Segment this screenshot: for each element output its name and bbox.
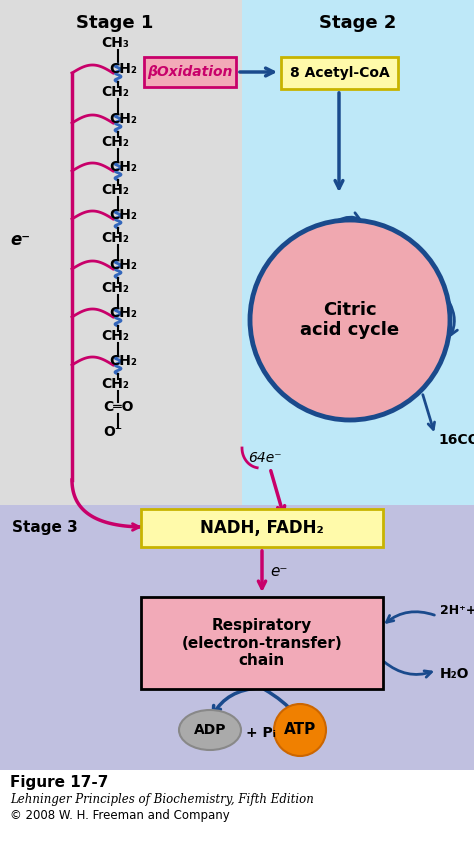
Text: CH₂: CH₂	[109, 112, 137, 126]
Bar	[242, 0, 474, 510]
Circle shape	[250, 220, 450, 420]
Text: 8 Acetyl-CoA: 8 Acetyl-CoA	[290, 66, 389, 80]
Text: CH₂: CH₂	[101, 135, 129, 149]
Ellipse shape	[179, 710, 241, 750]
Text: Stage 2: Stage 2	[319, 14, 397, 32]
Text: 16CO₂: 16CO₂	[438, 433, 474, 447]
FancyBboxPatch shape	[141, 597, 383, 689]
Text: © 2008 W. H. Freeman and Company: © 2008 W. H. Freeman and Company	[10, 809, 230, 822]
Text: + Pᵢ: + Pᵢ	[246, 726, 276, 740]
Circle shape	[274, 704, 326, 756]
Text: CH₂: CH₂	[109, 208, 137, 222]
Text: CH₂: CH₂	[109, 258, 137, 272]
Text: CH₂: CH₂	[101, 231, 129, 245]
Bar	[0, 505, 474, 770]
Text: Figure 17-7: Figure 17-7	[10, 775, 109, 790]
Text: Stage 3: Stage 3	[12, 520, 78, 535]
Text: Lehninger Principles of Biochemistry, Fifth Edition: Lehninger Principles of Biochemistry, Fi…	[10, 793, 314, 806]
Text: e⁻: e⁻	[10, 231, 30, 249]
Text: e⁻: e⁻	[270, 565, 287, 579]
Text: CH₂: CH₂	[109, 160, 137, 174]
Text: CH₂: CH₂	[109, 306, 137, 320]
Text: CH₂: CH₂	[101, 183, 129, 197]
Text: 2H⁺+½O₂: 2H⁺+½O₂	[440, 604, 474, 616]
Text: C═O: C═O	[104, 400, 134, 414]
Text: ATP: ATP	[284, 722, 316, 738]
FancyBboxPatch shape	[144, 57, 236, 87]
Text: Stage 1: Stage 1	[76, 14, 154, 32]
Text: O⁻: O⁻	[103, 425, 123, 439]
Text: CH₂: CH₂	[109, 354, 137, 368]
Text: βOxidation: βOxidation	[147, 65, 233, 79]
Text: Respiratory
(electron-transfer)
chain: Respiratory (electron-transfer) chain	[182, 618, 342, 668]
Text: NADH, FADH₂: NADH, FADH₂	[200, 519, 324, 537]
Text: Citric
acid cycle: Citric acid cycle	[301, 300, 400, 339]
Text: H₂O: H₂O	[440, 667, 470, 681]
FancyBboxPatch shape	[281, 57, 398, 89]
Text: CH₂: CH₂	[101, 377, 129, 391]
Text: CH₂: CH₂	[109, 62, 137, 76]
Bar	[0, 0, 242, 510]
Text: CH₂: CH₂	[101, 85, 129, 99]
Text: CH₂: CH₂	[101, 281, 129, 295]
Text: ADP: ADP	[194, 723, 226, 737]
FancyBboxPatch shape	[141, 509, 383, 547]
Text: CH₃: CH₃	[101, 36, 129, 50]
Text: 64e⁻: 64e⁻	[248, 451, 282, 465]
Text: CH₂: CH₂	[101, 329, 129, 343]
